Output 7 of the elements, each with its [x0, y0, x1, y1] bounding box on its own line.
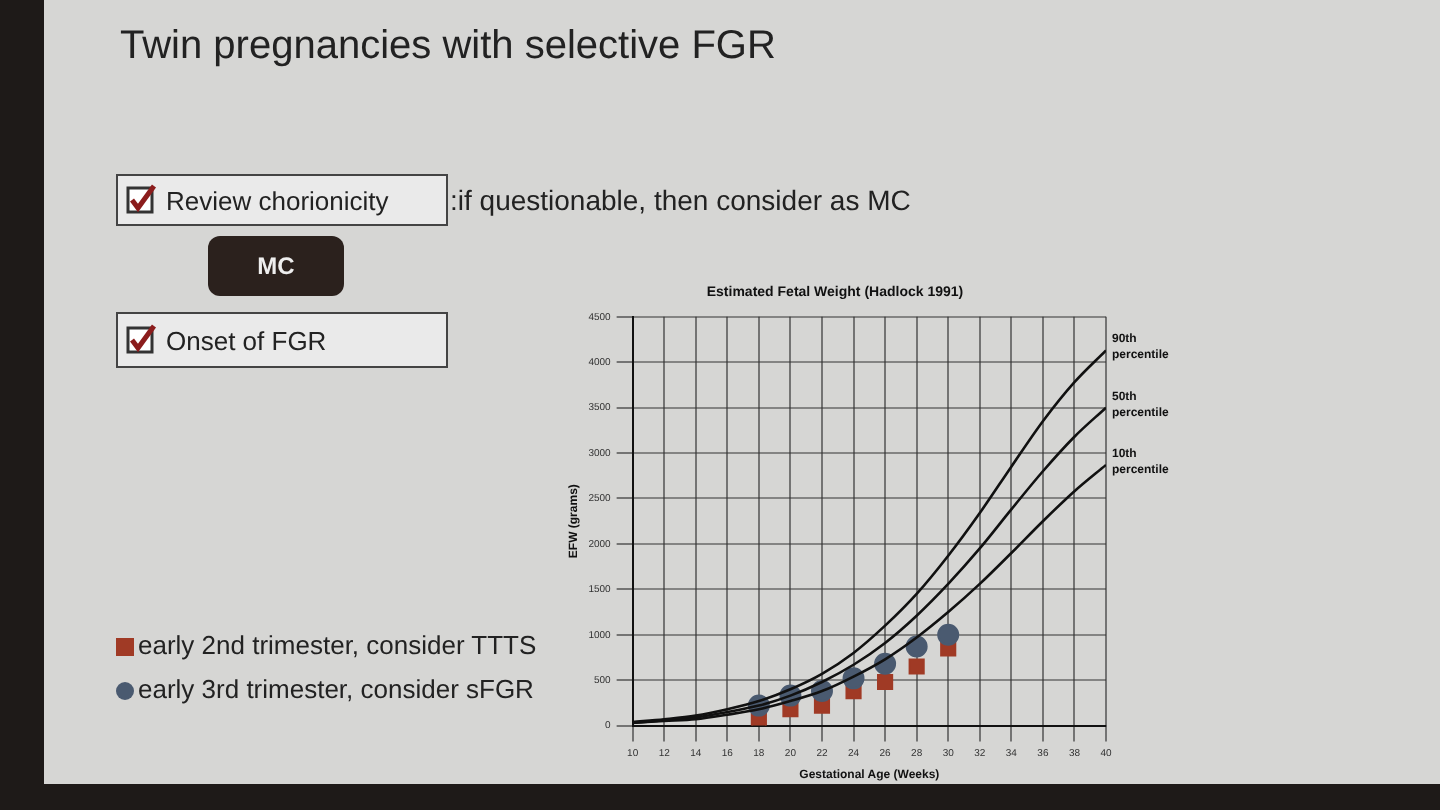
- text: Twin pregnancies with selective FGR: [120, 24, 776, 68]
- text: MC: [257, 252, 295, 280]
- legend-label: early 3rd trimester, consider sFGR: [138, 672, 534, 708]
- text: Review chorionicity: [166, 185, 389, 215]
- legend-label: early 2nd trimester, consider TTTS: [138, 628, 537, 664]
- text: Onset of FGR: [166, 325, 327, 355]
- text: :if questionable, then consider as MC: [450, 184, 911, 216]
